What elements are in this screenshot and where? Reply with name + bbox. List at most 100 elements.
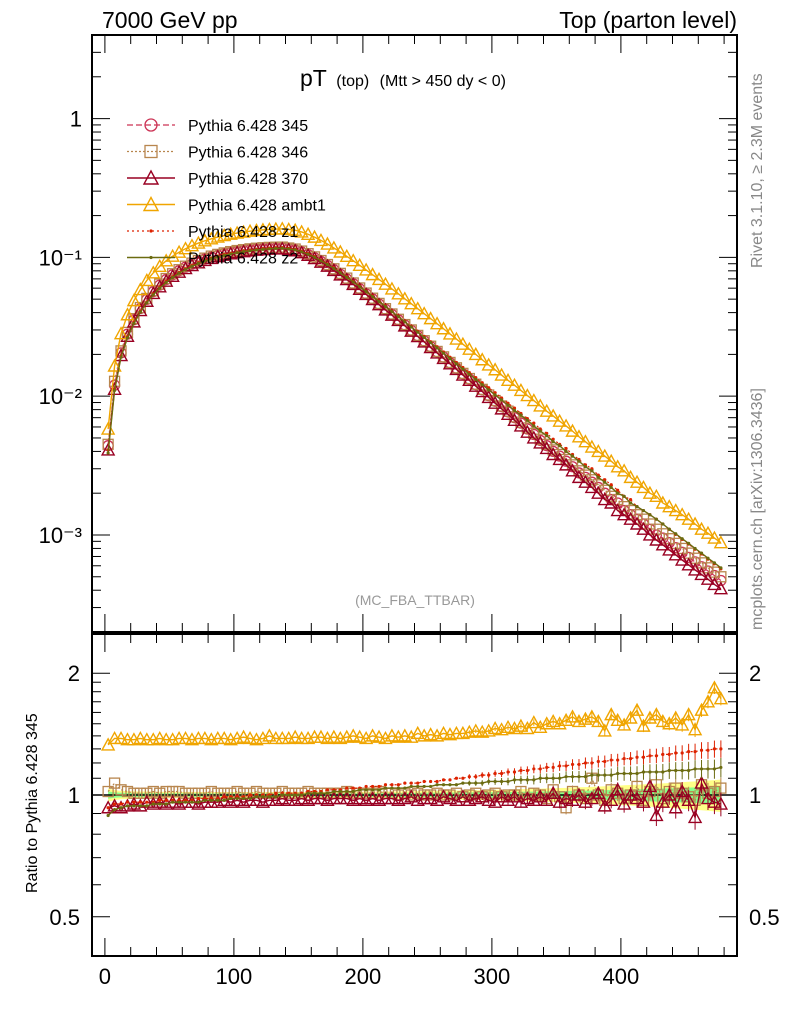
data-point: [545, 785, 561, 799]
data-point: [693, 546, 697, 551]
data-point: [571, 469, 587, 484]
data-point: [416, 781, 420, 785]
data-point: [319, 259, 323, 263]
data-point: [222, 253, 226, 257]
data-point: [506, 770, 510, 774]
y-tick-label: 0.5: [49, 905, 80, 930]
data-point: [513, 382, 529, 397]
data-point: [577, 762, 581, 767]
plot-title-main: pT: [300, 65, 327, 91]
data-point: [687, 768, 691, 773]
data-point: [578, 474, 593, 488]
data-point: [584, 479, 600, 494]
data-point: [519, 768, 523, 773]
data-point: [597, 723, 612, 737]
data-point: [102, 785, 114, 798]
data-point: [274, 791, 278, 795]
data-point: [171, 275, 175, 280]
data-point: [120, 307, 135, 321]
data-point: [455, 367, 471, 381]
data-point: [177, 800, 181, 804]
y-tick-label-right: 1: [749, 783, 761, 808]
data-point: [648, 754, 652, 758]
data-point: [526, 393, 542, 407]
data-point: [416, 334, 432, 348]
data-point: [475, 352, 490, 366]
data-point: [396, 783, 400, 787]
data-point: [216, 798, 220, 802]
x-tick-label: 400: [603, 964, 640, 989]
data-point: [532, 421, 536, 425]
data-point: [358, 262, 374, 276]
data-point: [370, 784, 375, 789]
data-point: [474, 377, 478, 382]
data-point: [435, 346, 439, 350]
series-pythia-6.428-z2: [106, 246, 723, 570]
data-point: [397, 291, 413, 305]
data-point: [133, 730, 148, 745]
data-point: [112, 388, 117, 393]
series-pythia-6.428-370: [100, 241, 729, 595]
data-point: [319, 791, 323, 795]
data-point: [293, 793, 297, 797]
data-point: [622, 494, 626, 498]
data-point: [500, 792, 516, 807]
data-point: [609, 773, 613, 777]
data-point: [287, 729, 303, 743]
data-point: [216, 255, 220, 259]
data-point: [719, 566, 723, 570]
data-point: [455, 789, 471, 803]
data-point: [429, 345, 445, 359]
data-point: [661, 770, 665, 774]
series-line: [107, 246, 722, 578]
data-point: [396, 315, 400, 319]
data-point: [261, 247, 265, 251]
data-point: [494, 789, 509, 803]
data-point: [680, 751, 684, 755]
data-point: [352, 791, 367, 805]
data-point: [151, 802, 155, 806]
data-point: [436, 350, 451, 365]
data-point: [196, 261, 201, 266]
data-point: [655, 794, 671, 808]
data-point: [100, 442, 116, 456]
data-point: [345, 275, 349, 279]
ratio-series-pythia-6.428-370: [100, 773, 729, 830]
data-point: [564, 449, 568, 454]
series-pythia-6.428-345: [102, 242, 727, 587]
plot-title: pT (top) (Mtt > 450 dy < 0): [300, 65, 506, 91]
y-tick-label-right: 0.5: [749, 905, 780, 930]
data-point: [396, 786, 400, 790]
data-point: [622, 771, 626, 776]
data-point: [384, 281, 400, 295]
data-point: [552, 413, 567, 427]
data-point: [391, 286, 406, 300]
data-point: [545, 447, 561, 461]
data-point: [125, 336, 130, 340]
data-point: [539, 441, 554, 455]
data-point: [668, 503, 683, 517]
data-point: [526, 430, 542, 444]
data-point: [454, 776, 459, 780]
data-point: [538, 429, 542, 433]
data-point: [558, 791, 574, 805]
data-point: [538, 776, 542, 780]
data-point: [307, 229, 322, 243]
data-point: [133, 303, 148, 317]
data-point: [687, 516, 703, 530]
data-point: [441, 778, 446, 782]
data-point: [475, 384, 490, 398]
data-point: [687, 722, 703, 736]
data-point: [196, 800, 201, 804]
data-point: [126, 796, 142, 810]
data-point: [480, 383, 484, 387]
data-point: [512, 778, 517, 782]
data-point: [539, 716, 554, 730]
data-point: [397, 318, 413, 332]
data-point: [139, 272, 155, 287]
data-point: [390, 783, 394, 787]
series-line: [107, 247, 722, 581]
data-point: [493, 393, 497, 397]
data-point: [623, 787, 638, 801]
data-point: [520, 388, 535, 402]
